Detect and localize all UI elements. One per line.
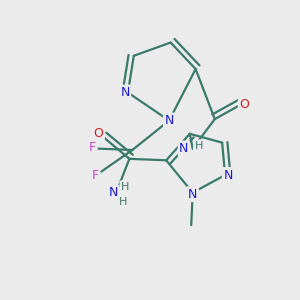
- Text: F: F: [89, 141, 96, 154]
- Text: H: H: [119, 196, 128, 206]
- Text: F: F: [92, 169, 99, 182]
- Text: H: H: [121, 182, 129, 192]
- Text: N: N: [164, 114, 174, 127]
- Text: O: O: [94, 127, 103, 140]
- Text: N: N: [223, 169, 233, 182]
- Text: N: N: [188, 188, 197, 201]
- Text: N: N: [109, 186, 118, 199]
- Text: N: N: [179, 142, 188, 155]
- Text: O: O: [239, 98, 249, 111]
- Text: N: N: [120, 86, 130, 99]
- Text: H: H: [194, 141, 203, 151]
